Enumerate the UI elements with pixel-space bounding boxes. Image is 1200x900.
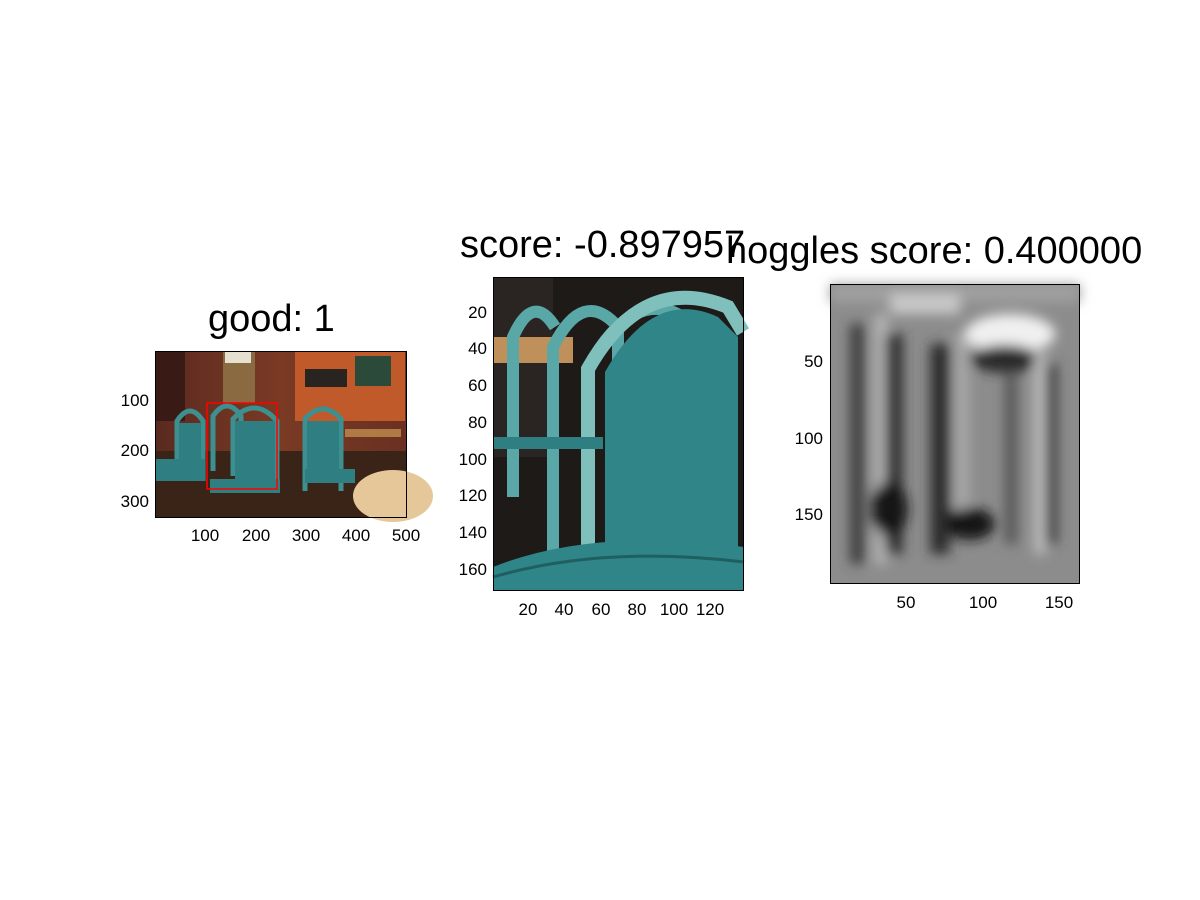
panel1-xtick: 500 [391,526,421,545]
panel3-xtick: 100 [968,593,998,612]
panel3-image [830,284,1080,584]
panel2-xtick: 120 [695,600,725,619]
panel2-ytick: 100 [458,450,487,469]
panel3-xtick: 50 [896,593,916,612]
panel2-xtick: 40 [554,600,574,619]
panel1-title: good: 1 [208,298,335,340]
panel3-xtick: 150 [1044,593,1074,612]
panel3-title: hoggles score: 0.400000 [726,230,1143,272]
panel2-ytick: 40 [468,339,487,358]
panel2-ytick: 120 [458,486,487,505]
panel2-xtick: 100 [659,600,689,619]
panel1-ytick: 100 [120,391,149,410]
panel2-xtick: 80 [627,600,647,619]
panel2-ytick: 80 [468,413,487,432]
panel3-ytick: 150 [794,505,823,524]
panel2-title: score: -0.897957 [460,224,746,266]
panel3-ytick: 50 [804,352,823,371]
panel1-xtick: 300 [291,526,321,545]
panel1-ytick: 300 [120,492,149,511]
panel2-ytick: 160 [458,560,487,579]
panel3-ytick: 100 [794,429,823,448]
panel2-ytick: 140 [458,523,487,542]
panel1-xtick: 100 [190,526,220,545]
panel2-ytick: 20 [468,303,487,322]
panel1-xtick: 400 [341,526,371,545]
panel2-image [492,277,750,591]
panel2-xtick: 60 [591,600,611,619]
panel2-ytick: 60 [468,376,487,395]
panel2-xtick: 20 [518,600,538,619]
panel1-ytick: 200 [120,441,149,460]
panel1-xtick: 200 [241,526,271,545]
panel1-image [155,351,433,522]
